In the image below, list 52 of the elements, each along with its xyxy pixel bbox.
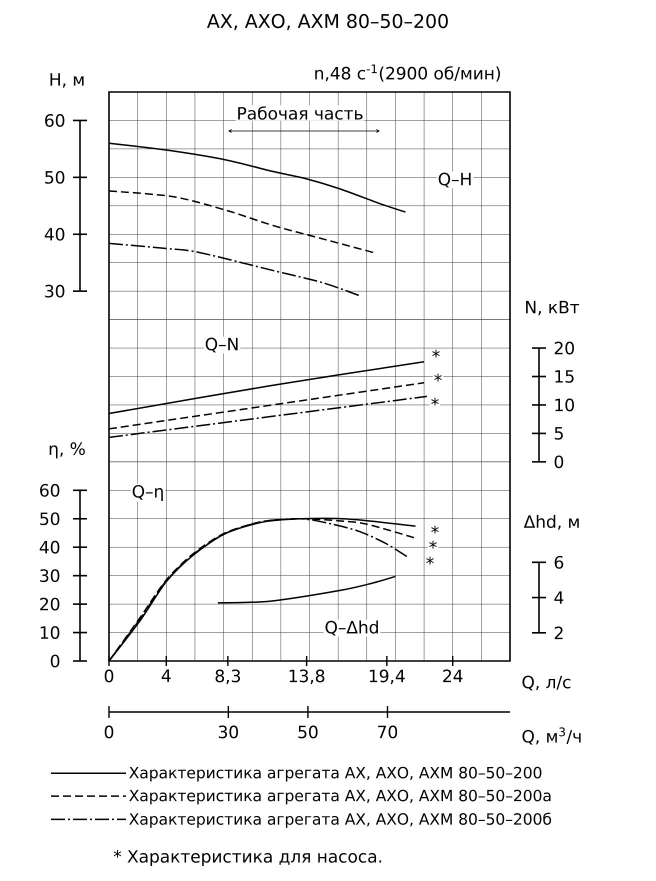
y2-tick-label: 0 (554, 455, 564, 468)
x-tick-label: 8,3 (216, 670, 240, 684)
chart-title: АХ, АХО, АХМ 80–50–200 (206, 14, 448, 30)
x-tick-label: 13,8 (290, 670, 324, 684)
y-tick-label: 40 (44, 228, 64, 241)
y2-tick-label: 5 (554, 427, 563, 440)
annotation: * (431, 398, 439, 406)
y2-tick-label: 20 (554, 342, 574, 354)
y-tick-label: 20 (40, 598, 60, 611)
y-tick-label: 30 (45, 284, 64, 298)
y-tick-label: 40 (40, 540, 60, 554)
x-tick-label: 4 (162, 670, 171, 682)
x-axis-title: Q, л/с (522, 676, 570, 690)
annotation: Q–Δhd (326, 620, 378, 636)
y-tick-label: 0 (50, 654, 60, 668)
y-tick-label: 50 (40, 512, 60, 526)
annotation: Q–N (206, 338, 238, 352)
annotation: * (426, 556, 434, 564)
y2-tick-label: 6 (554, 556, 564, 569)
legend-label: Характеристика агрегата АХ, АХО, АХМ 80–50–200б (129, 812, 552, 828)
x2-tick-label: 50 (298, 726, 318, 738)
x-tick-label: 24 (443, 670, 463, 682)
x2-axis-title: Q, м$^{3}$/ч (522, 727, 581, 745)
annotation: * (431, 526, 439, 534)
x2-tick-label: 70 (378, 726, 398, 738)
x-tick-label: 0 (104, 670, 114, 682)
legend-label: Характеристика агрегата АХ, АХО, АХМ 80–50–200 (129, 766, 542, 782)
annotation: Q–η (132, 484, 163, 502)
chart-subtitle: n,48 с$^{-1}$(2900 об/мин) (315, 64, 500, 82)
annotation: * (434, 374, 442, 382)
y2-tick-label: 15 (555, 370, 574, 383)
x-tick-label: 19,4 (370, 670, 405, 684)
y2-tick-label: 10 (555, 398, 574, 412)
annotation: * (429, 540, 437, 548)
y2-tick-label: 4 (554, 591, 564, 604)
y2-axis-title: N, кВт (526, 300, 580, 316)
y-tick-label: 30 (40, 569, 60, 582)
y-axis-title: H, м (50, 73, 84, 88)
x2-tick-label: 0 (104, 726, 114, 738)
y-tick-label: 10 (40, 626, 60, 639)
x2-tick-label: 30 (218, 726, 238, 738)
annotation: Рабочая часть (238, 106, 362, 120)
annotation: Q–H (438, 172, 471, 188)
annotation: * (432, 350, 440, 358)
text: * Характеристика для насоса. (114, 850, 382, 866)
y-axis-title: η, % (50, 442, 85, 458)
y-tick-label: 50 (45, 170, 64, 184)
y2-tick-label: 2 (554, 626, 563, 640)
legend-label: Характеристика агрегата АХ, АХО, АХМ 80–50–200а (129, 790, 550, 804)
y2-axis-title: Δhd, м (524, 514, 579, 530)
y-tick-label: 60 (40, 484, 60, 497)
y-tick-label: 60 (45, 114, 64, 127)
